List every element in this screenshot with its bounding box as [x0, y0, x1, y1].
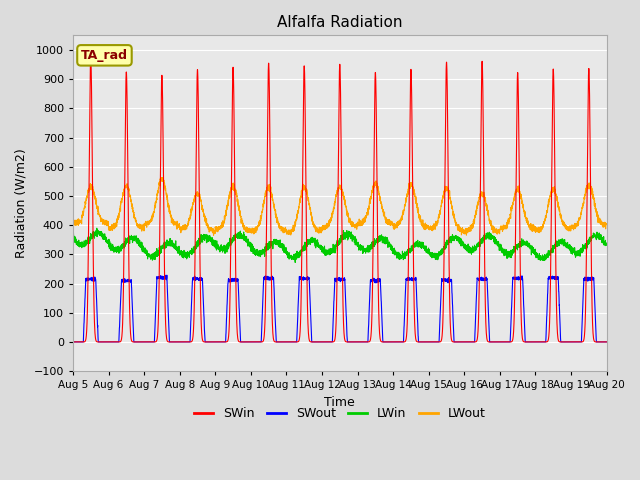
- SWin: [320, 339, 328, 345]
- Legend: SWin, SWout, LWin, LWout: SWin, SWout, LWin, LWout: [189, 402, 490, 425]
- LWin: [320, 249, 328, 255]
- Line: SWout: SWout: [73, 275, 607, 342]
- LWin: [603, 242, 611, 248]
- Title: Alfalfa Radiation: Alfalfa Radiation: [277, 15, 403, 30]
- SWout: [603, 339, 611, 345]
- SWin: [140, 339, 148, 345]
- SWin: [602, 339, 610, 345]
- Line: LWout: LWout: [73, 178, 607, 235]
- LWout: [165, 204, 173, 209]
- SWin: [603, 339, 611, 345]
- SWin: [430, 339, 438, 345]
- LWin: [69, 232, 77, 238]
- LWin: [430, 253, 438, 259]
- LWout: [210, 232, 218, 238]
- SWin: [165, 339, 173, 345]
- SWout: [460, 339, 467, 345]
- Line: SWin: SWin: [73, 57, 607, 342]
- SWin: [87, 54, 95, 60]
- LWin: [490, 235, 497, 240]
- Line: LWin: LWin: [73, 228, 607, 263]
- LWout: [490, 223, 497, 229]
- X-axis label: Time: Time: [324, 396, 355, 408]
- Y-axis label: Radiation (W/m2): Radiation (W/m2): [15, 148, 28, 258]
- LWout: [320, 226, 328, 232]
- SWout: [69, 339, 77, 345]
- SWin: [490, 339, 497, 345]
- SWout: [320, 339, 328, 345]
- LWin: [291, 260, 299, 265]
- LWin: [93, 225, 100, 231]
- LWout: [158, 175, 166, 180]
- SWin: [460, 339, 467, 345]
- SWin: [69, 339, 77, 345]
- LWout: [430, 221, 438, 227]
- SWout: [430, 339, 438, 345]
- Text: TA_rad: TA_rad: [81, 49, 128, 62]
- SWout: [165, 329, 173, 335]
- LWin: [165, 239, 173, 244]
- SWout: [163, 272, 171, 278]
- LWin: [460, 242, 467, 248]
- LWout: [603, 221, 611, 227]
- LWout: [460, 228, 467, 234]
- SWout: [602, 339, 610, 345]
- LWout: [69, 222, 77, 228]
- LWin: [602, 241, 610, 247]
- SWout: [490, 339, 497, 345]
- LWout: [602, 222, 610, 228]
